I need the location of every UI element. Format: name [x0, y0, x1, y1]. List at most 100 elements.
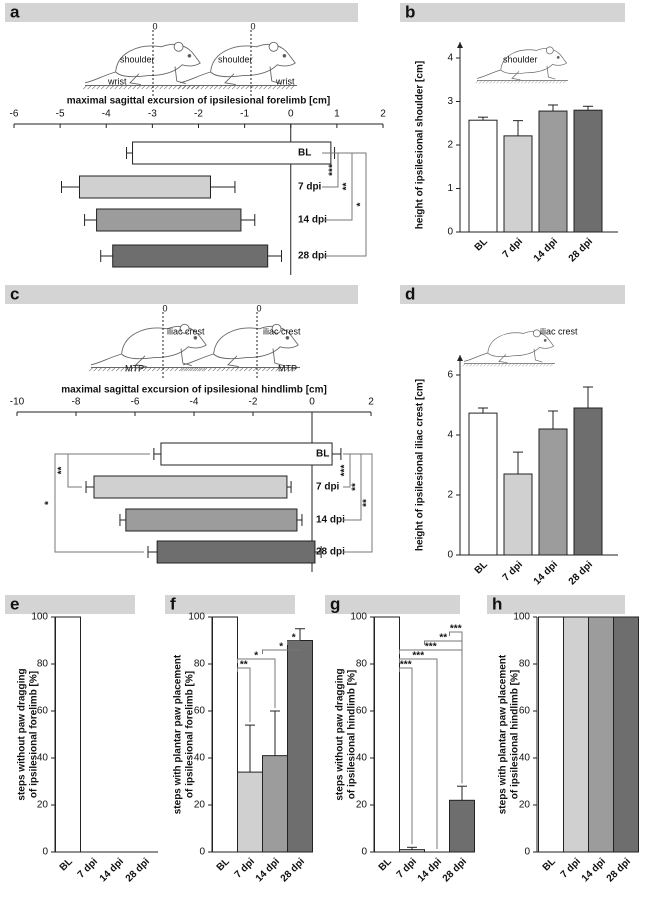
- illustration-label: shoulder: [503, 54, 538, 64]
- significance-label: ***: [425, 642, 437, 653]
- ground-hatch: [196, 85, 200, 90]
- rat-leg: [227, 348, 284, 368]
- significance-label: **: [57, 467, 68, 475]
- ground-hatch: [517, 80, 521, 84]
- ground-hatch: [186, 85, 191, 90]
- range-bar: [96, 208, 242, 232]
- significance-bracket: [399, 667, 413, 845]
- ground-hatch: [209, 85, 214, 90]
- rat-leg: [129, 66, 186, 86]
- rat-body: [210, 43, 296, 78]
- x-tick-label: -6: [131, 397, 140, 408]
- ground-hatch: [511, 363, 515, 367]
- illustration-label: shoulder: [120, 54, 155, 64]
- ground-hatch: [226, 367, 230, 372]
- ground-hatch: [549, 363, 554, 367]
- ground-hatch: [177, 85, 182, 90]
- ground-hatch: [146, 85, 150, 90]
- ground-hatch: [96, 85, 101, 90]
- category-label: BL: [316, 449, 329, 460]
- ground-hatch: [203, 367, 208, 372]
- panel-header: [487, 595, 625, 614]
- ground-hatch: [485, 80, 490, 84]
- ground-hatch: [248, 367, 253, 372]
- panel-header: [400, 285, 625, 304]
- ground-hatch: [173, 85, 177, 90]
- ground-hatch: [271, 367, 275, 372]
- ground-hatch: [546, 363, 550, 367]
- x-tick-label: 14 dpi: [532, 559, 560, 587]
- y-axis-title: of ipsilesional forelimb [%]: [29, 671, 40, 798]
- bar: [262, 755, 288, 853]
- ground-hatch: [98, 367, 102, 372]
- x-tick-label: 28 dpi: [605, 856, 633, 884]
- x-tick-label: BL: [473, 236, 490, 253]
- significance-bracket: [262, 649, 300, 654]
- ground-hatch: [268, 85, 272, 90]
- x-tick-label: 0: [309, 397, 315, 408]
- ground-hatch: [289, 367, 293, 372]
- ground-hatch: [483, 363, 487, 367]
- ground-hatch: [170, 367, 174, 372]
- ground-hatch: [476, 363, 480, 367]
- y-tick-label: 2: [447, 490, 453, 501]
- rat-ear: [268, 41, 279, 52]
- ground-hatch: [111, 367, 116, 372]
- ground-hatch: [187, 85, 191, 90]
- significance-bracket: [399, 658, 438, 849]
- significance-bracket: [449, 631, 463, 784]
- bar: [538, 428, 568, 556]
- ground-hatch: [462, 363, 466, 367]
- panel-label: b: [405, 2, 415, 21]
- rat-eye: [282, 54, 287, 58]
- ground-hatch: [272, 85, 277, 90]
- rat-body: [115, 43, 201, 78]
- ground-hatch: [199, 367, 203, 372]
- ground-hatch: [183, 367, 188, 372]
- y-tick-label: 60: [37, 706, 49, 717]
- ground-hatch: [281, 85, 286, 90]
- ground-hatch: [275, 367, 280, 372]
- ground-hatch: [520, 80, 525, 84]
- rat-body: [213, 325, 299, 360]
- ground-hatch: [190, 367, 194, 372]
- significance-label: **: [342, 183, 353, 191]
- illustration-label: 0: [256, 303, 261, 313]
- significance-label: **: [439, 633, 447, 644]
- bar: [563, 616, 589, 853]
- significance-bracket: [424, 640, 463, 784]
- rat-leg: [224, 66, 281, 86]
- y-tick-label: 40: [519, 753, 531, 764]
- y-tick-label: 40: [356, 753, 368, 764]
- bar: [503, 473, 533, 556]
- rat-ear: [532, 329, 541, 338]
- x-tick-label: -2: [249, 397, 258, 408]
- panel-header: [5, 3, 358, 22]
- bar: [468, 119, 498, 233]
- rat-illustration: [178, 41, 298, 90]
- ground-hatch: [235, 367, 239, 372]
- y-axis-title: height of ipsilesional iliac crest [cm]: [415, 379, 426, 551]
- x-tick-label: 14 dpi: [98, 856, 126, 884]
- significance-bracket: [287, 640, 300, 645]
- ground-hatch: [218, 85, 223, 90]
- ground-hatch: [524, 80, 528, 84]
- bar: [538, 110, 568, 233]
- range-bar: [93, 475, 288, 499]
- y-tick-label: 0: [199, 847, 205, 858]
- ground-hatch: [156, 367, 161, 372]
- ground-hatch: [254, 85, 259, 90]
- ground-hatch: [555, 80, 560, 84]
- rat-body: [500, 48, 568, 74]
- ground-hatch: [194, 367, 199, 372]
- x-tick-label: -8: [72, 397, 81, 408]
- rat-tail: [463, 352, 488, 362]
- y-axis-title: of ipsilesional hindlimb [%]: [347, 670, 358, 799]
- bar: [212, 616, 238, 853]
- panel-label: h: [492, 594, 502, 613]
- bar: [449, 799, 475, 853]
- illustration-label: 0: [162, 303, 167, 313]
- illustration-label: wrist: [107, 76, 127, 86]
- panel-header: [400, 3, 625, 22]
